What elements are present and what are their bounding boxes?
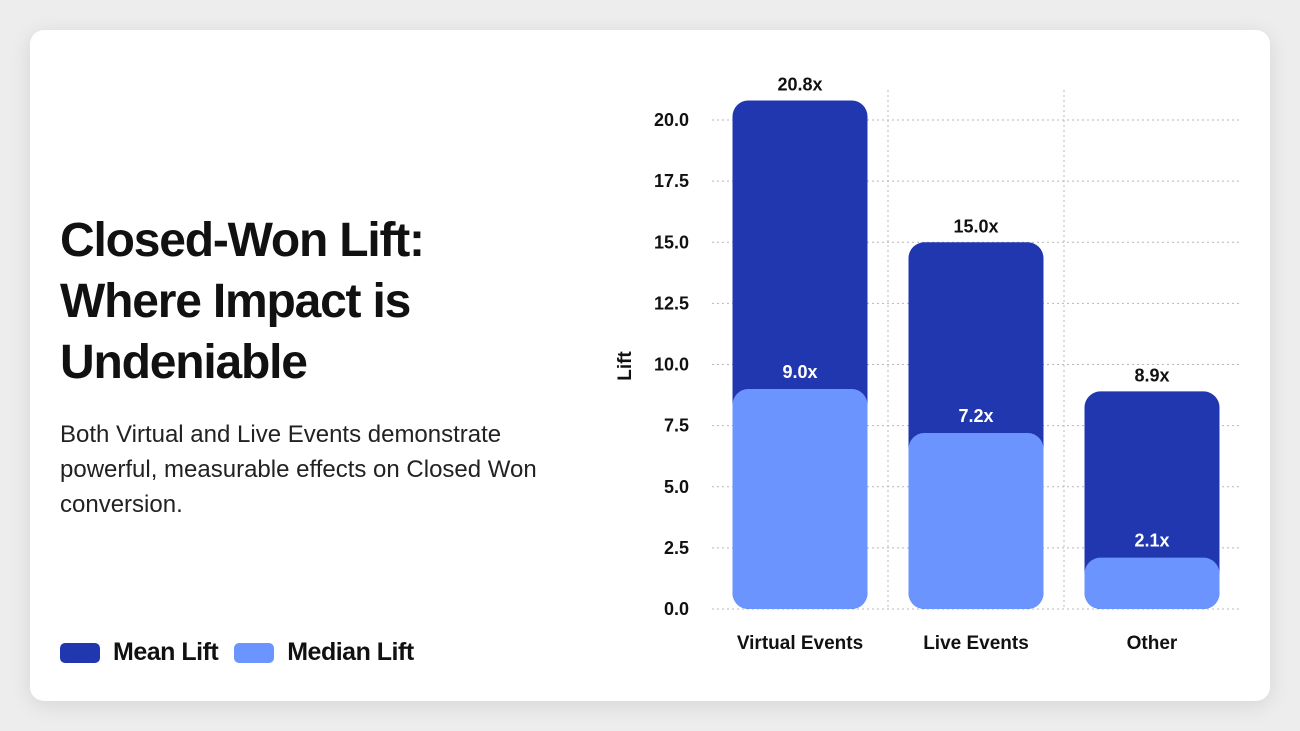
- page-title: Closed-Won Lift: Where Impact is Undenia…: [60, 214, 425, 389]
- y-tick-label: 17.5: [654, 171, 689, 191]
- data-label-median: 2.1x: [1134, 531, 1169, 551]
- bar-median: [1084, 557, 1220, 609]
- y-tick-label: 5.0: [664, 477, 689, 497]
- data-label-median: 7.2x: [958, 406, 993, 426]
- card: Closed-Won Lift: Where Impact is Undenia…: [30, 30, 1270, 701]
- y-tick-label: 0.0: [664, 599, 689, 619]
- bar-median: [732, 388, 868, 609]
- bar-chart: 0.0 2.5 5.0 7.5 10.0 12.5 15.0 17.5 20.0 Lift 20.8…: [615, 74, 1240, 654]
- y-tick-label: 15.0: [654, 232, 689, 252]
- bar-median: [908, 432, 1044, 609]
- legend-swatch-mean: [60, 642, 100, 663]
- legend: Mean Lift Median Lift: [60, 638, 430, 667]
- y-tick-label: 12.5: [654, 293, 689, 313]
- legend-label-median: Median Lift: [287, 638, 414, 666]
- x-tick-label: Other: [1127, 633, 1178, 654]
- data-label-mean: 20.8x: [777, 74, 822, 94]
- subtitle: Both Virtual and Live Events demonstrate…: [60, 421, 537, 518]
- legend-swatch-median: [234, 642, 275, 663]
- y-tick-label: 7.5: [664, 416, 689, 436]
- y-tick-label: 10.0: [654, 355, 689, 375]
- x-tick-label: Virtual Events: [737, 633, 863, 654]
- data-label-mean: 15.0x: [953, 216, 998, 236]
- y-tick-label: 20.0: [654, 110, 689, 130]
- x-tick-label: Live Events: [923, 633, 1029, 654]
- legend-item-mean: Mean Lift: [60, 638, 219, 667]
- bar-mean: [1084, 391, 1220, 609]
- legend-item-median: Median Lift: [234, 638, 414, 667]
- data-label-median: 9.0x: [782, 362, 817, 382]
- y-axis-label: Lift: [615, 351, 636, 381]
- legend-label-mean: Mean Lift: [113, 638, 219, 666]
- y-tick-label: 2.5: [664, 538, 689, 558]
- data-label-mean: 8.9x: [1134, 365, 1169, 385]
